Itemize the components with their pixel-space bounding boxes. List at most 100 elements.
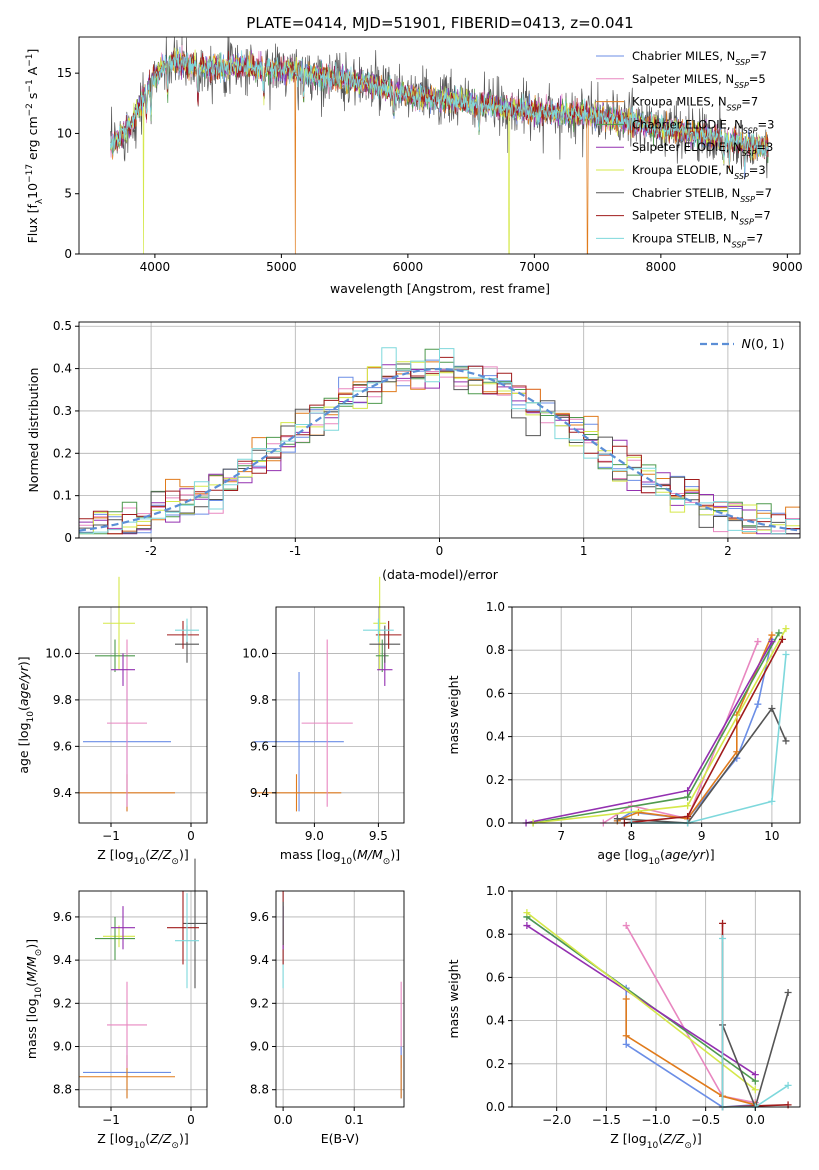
legend-text-part: SSP [743,126,758,135]
y-tick-label: 9.2 [250,996,269,1010]
label-part: )] [179,847,189,862]
weight-marker [768,638,776,646]
axes-spectrum: 4000 5000 6000 7000 8000 9000 0 5 10 15 wavelength… [25,36,803,296]
x-tick-label: 4000 [140,260,171,274]
axes-age_vs_mass: 9.0 9.5 9.4 9.6 9.8 10.0 mass [log10(M/M⊙)] [242,576,405,867]
legend-label-chabrier-elodie: Chabrier ELODIE, NSSP=3 [632,117,774,135]
plot-area-weight_vs_Z [523,909,792,1111]
label-part: )] [705,847,715,862]
label-part: 10 [26,711,36,723]
x-axis-label: E(B-V) [321,1131,360,1146]
plot-area-spectrum [110,36,769,255]
label-part: mass [log [24,998,39,1059]
y-axis-label: mass weight [446,675,461,754]
x-tick-label: 0.0 [746,1113,765,1127]
weight-series-kroupa-stelib [627,651,790,827]
y-tick-label: 0.2 [53,446,72,460]
y-tick-label: 0.4 [486,1014,505,1028]
label-part: −1 [25,79,35,92]
histogram-kroupa-stelib [79,347,800,535]
legend-text-part: Kroupa STELIB, N [632,231,732,245]
y-tick-label: 9.8 [250,693,269,707]
x-axis-label: Z [log10(Z/Z⊙)] [97,847,188,867]
label-part: Z/Z [149,1131,172,1146]
errorbar-salpeter-miles [301,639,353,807]
weight-line [532,632,780,824]
errorbar-salpeter-stelib [375,620,402,649]
weight-line [602,641,759,824]
weight-series-kroupa-elodie [523,909,759,1094]
weight-marker [622,1032,630,1040]
y-tick-label: 9.0 [53,1040,72,1054]
x-tick-label: 5000 [266,260,297,274]
weight-marker [523,922,531,930]
y-tick-label: 0.0 [486,816,505,830]
legend-label-kroupa-miles: Kroupa MILES, NSSP=7 [632,95,758,113]
axes-frame [511,606,801,824]
label-part: Z [log [97,847,133,862]
label-part: mass [log [280,847,341,862]
axes-mass_vs_ebv: 0.0 0.1 8.8 9.0 9.2 9.4 9.6 E(B-V) [250,890,405,1146]
y-tick-label: 9.4 [250,953,269,967]
y-tick-label: 9.4 [53,953,72,967]
legend-label-kroupa-elodie: Kroupa ELODIE, NSSP=3 [632,163,766,181]
y-tick-label: 9.4 [53,786,72,800]
weight-series-chabrier-miles [613,635,776,825]
axes-frame [275,606,405,824]
x-axis-label: mass [log10(M/M⊙)] [280,847,400,867]
legend-label-salpeter-miles: Salpeter MILES, NSSP=5 [632,72,766,90]
y-tick-label: 0.3 [53,404,72,418]
legend-text-part: Chabrier ELODIE, N [632,117,743,131]
y-tick-label: 0.8 [486,643,505,657]
legend-text-part: =5 [749,72,766,86]
x-tick-label: 0 [187,1113,195,1127]
label-part: ⊙ [171,857,179,867]
weight-marker [684,787,692,795]
axes-frame [78,36,801,255]
y-axis-label: Normed distribution [26,368,41,493]
label-part: age [log [597,847,648,862]
label-part: ( [660,847,665,862]
label-part: −2 [25,103,35,116]
errorbar-salpeter-elodie [111,653,135,686]
y-tick-label: 9.0 [250,1040,269,1054]
normal-curve [78,367,798,532]
x-tick-label: 10 [764,829,779,843]
label-part: age/yr [665,847,706,862]
y-tick-label: 0.2 [486,773,505,787]
errorbar-chabrier-elodie [95,639,135,673]
weight-marker [768,631,776,639]
weight-series-kroupa-elodie [529,625,790,827]
axes-frame [78,606,208,824]
legend-text-part: SSP [734,80,749,89]
y-tick-label: 0.5 [53,319,72,333]
weight-marker [684,813,692,821]
legend-text-part: =7 [755,186,772,200]
x-axis-label: wavelength [Angstrom, rest frame] [330,281,550,296]
legend-text-part: =7 [754,209,771,223]
plot-area-weight_vs_age [522,625,790,827]
weight-series-salpeter-elodie [523,922,759,1079]
errorbar-kroupa-miles [251,774,342,812]
label-part: ( [658,1131,663,1146]
label-part: 10 [649,857,661,867]
label-part: )] [16,656,31,666]
y-axis-label: mass weight [446,959,461,1038]
x-tick-label: 0.0 [274,1113,293,1127]
label-part: 10 [34,987,44,999]
errorbar-salpeter-miles [107,981,147,1069]
legend-text-part: SSP [734,172,749,181]
label-part: Z [log [97,1131,133,1146]
y-tick-label: 0.6 [486,686,505,700]
label-part: Z/Z [662,1131,685,1146]
legend-text-part: =7 [741,95,758,109]
errorbar-chabrier-miles [254,672,344,812]
label-part: ( [16,706,31,711]
y-tick-label: 9.6 [250,739,269,753]
label-part: ⊙ [34,949,44,957]
legend-text-part: Salpeter STELIB, N [632,209,739,223]
legend-text-part: SSP [742,149,757,158]
errorbar-salpeter-stelib [167,891,199,965]
weight-marker [622,1040,630,1048]
y-tick-label: 8.8 [53,1083,72,1097]
